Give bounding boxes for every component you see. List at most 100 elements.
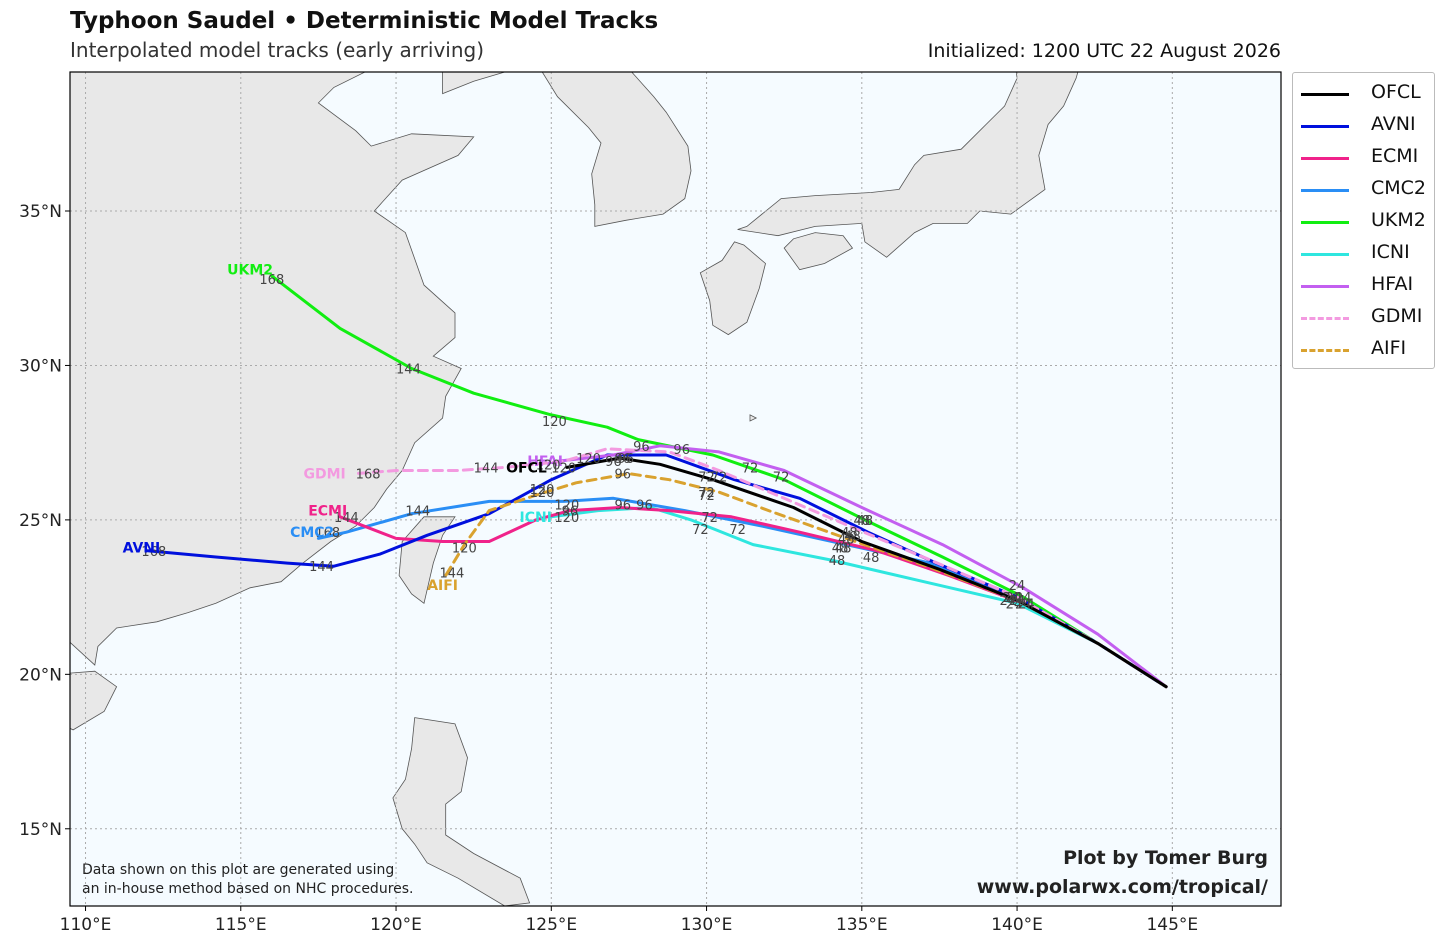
legend-label: ICNI [1371,241,1410,263]
forecast-hour-label: 72 [692,523,709,538]
track-end-label: AIFI [427,578,458,594]
legend-label: HFAI [1371,273,1414,295]
tick-label-lon: 125°E [525,915,577,935]
legend-item-ukm2: UKM2 [1301,209,1431,235]
forecast-hour-label: 24 [1006,597,1023,612]
tick-label-lat: 35°N [19,202,62,222]
chart-subtitle: Interpolated model tracks (early arrivin… [70,38,485,62]
credit-line-2: www.polarwx.com/tropical/ [977,876,1268,898]
forecast-hour-label: 96 [614,452,631,467]
forecast-hour-label: 120 [530,483,555,498]
track-end-label: CMC2 [290,525,334,541]
track-end-label: ECMI [308,504,347,520]
track-end-label: OFCL [506,460,547,476]
forecast-hour-label: 120 [554,498,579,513]
legend-swatch [1301,189,1349,192]
legend-item-ofcl: OFCL [1301,81,1431,107]
kyushu-island [699,241,766,336]
tick-label-lat: 15°N [19,820,62,840]
forecast-hour-label: 72 [729,523,746,538]
forecast-hour-label: 72 [701,511,718,526]
forecast-hour-label: 24 [1015,597,1032,612]
forecast-hour-label: 96 [618,452,635,467]
track-line-ofcl [565,456,1168,689]
credit: Plot by Tomer Burg www.polarwx.com/tropic… [977,847,1268,898]
forecast-hour-label: 120 [551,461,576,476]
forecast-hour-label: 48 [863,551,880,566]
forecast-hour-label: 72 [711,471,728,486]
forecast-hour-label: 24 [1006,591,1023,606]
forecast-hour-label: 24 [1015,591,1032,606]
track-end-label: ICNI [520,510,552,526]
forecast-hour-label: 48 [835,542,852,557]
forecast-hour-label: 96 [614,468,631,483]
legend-swatch [1301,157,1349,160]
forecast-hour-label: 168 [356,468,381,483]
tick-label-lon: 135°E [836,915,888,935]
tick-label-lat: 20°N [19,665,62,685]
legend-label: UKM2 [1371,209,1426,231]
forecast-hour-label: 96 [614,498,631,513]
track-end-label: GDMI [303,467,345,483]
forecast-hour-label: 144 [309,560,334,575]
landmasses [70,72,1079,906]
map-frame [69,71,1282,907]
legend-swatch [1301,93,1349,96]
forecast-hour-label: 168 [259,273,284,288]
forecast-hour-label: 72 [698,471,715,486]
forecast-hour-label: 120 [530,486,555,501]
track-end-label: HFAI [527,454,563,470]
legend-label: GDMI [1371,305,1423,327]
forecast-hour-label: 144 [334,511,359,526]
model-tracks: 24487296120144168UKM224487296120ICNI2448… [123,263,1168,689]
legend-label: CMC2 [1371,177,1427,199]
korean-peninsula [541,72,692,227]
chart-title: Typhoon Saudel • Deterministic Model Tra… [70,8,659,34]
forecast-hour-label: 48 [841,526,858,541]
forecast-hour-label: 120 [542,415,567,430]
legend-item-icni: ICNI [1301,241,1431,267]
forecast-hour-label: 24 [1009,594,1026,609]
forecast-hour-label: 72 [698,486,715,501]
forecast-hour-label: 48 [832,542,849,557]
honshu-island [737,72,1079,258]
legend-swatch [1301,125,1349,128]
tick-label-lat: 30°N [19,356,62,376]
legend-item-hfai: HFAI [1301,273,1431,299]
track-line-gdmi [354,447,1168,689]
forecast-hour-label: 24 [1018,597,1035,612]
legend-item-cmc2: CMC2 [1301,177,1431,203]
forecast-hour-label: 168 [315,526,340,541]
legend-label: OFCL [1371,81,1421,103]
legend-label: ECMI [1371,145,1419,167]
disclaimer-line-2: an in-house method based on NHC procedur… [82,881,414,897]
forecast-hour-label: 120 [554,511,579,526]
forecast-hour-label: 120 [452,542,477,557]
shikoku-island [783,232,854,271]
forecast-hour-label: 96 [636,498,653,513]
legend-item-avni: AVNI [1301,113,1431,139]
credit-line-1: Plot by Tomer Burg [1063,847,1268,869]
forecast-hour-label: 72 [773,471,790,486]
legend-swatch [1301,285,1349,288]
forecast-hour-label: 96 [605,455,622,470]
disclaimer-line-1: Data shown on this plot are generated us… [82,862,394,878]
forecast-hour-label: 144 [474,461,499,476]
legend-swatch [1301,221,1349,224]
legend-swatch [1301,349,1349,352]
legend: OFCL AVNI ECMI CMC2 UKM2 ICNI HFAI GDMI AIFI [1292,72,1435,369]
forecast-hour-label: 96 [673,443,690,458]
tick-label-lon: 110°E [60,915,112,935]
forecast-hour-label: 48 [844,529,861,544]
forecast-hour-label: 48 [857,514,874,529]
forecast-hour-label: 24 [999,594,1016,609]
legend-swatch [1301,253,1349,256]
legend-label: AIFI [1371,337,1407,359]
legend-label: AVNI [1371,113,1416,135]
forecast-hour-label: 48 [829,554,846,569]
mainland-china [70,72,568,666]
forecast-hour-label: 24 [1009,579,1026,594]
legend-item-gdmi: GDMI [1301,305,1431,331]
tick-label-lat: 25°N [19,511,62,531]
forecast-hour-label: 144 [396,363,421,378]
